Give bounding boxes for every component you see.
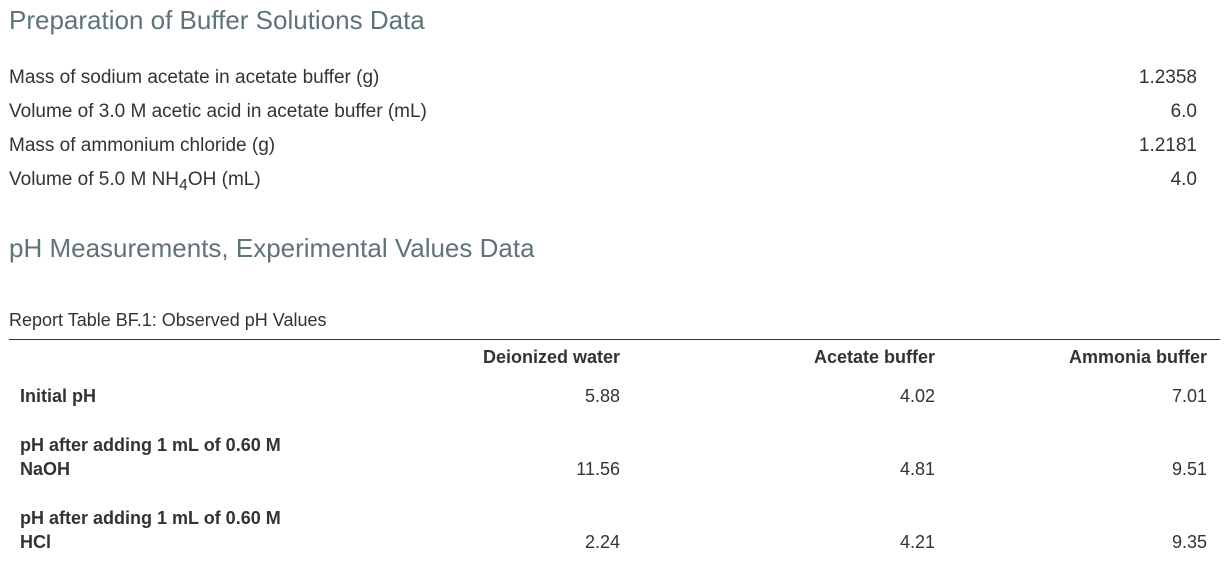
row-label-line: HCl <box>20 532 51 552</box>
cell-value: 9.51 <box>1171 459 1207 479</box>
buffer-prep-data-list: Mass of sodium acetate in acetate buffer… <box>9 67 1197 203</box>
data-row-value: 4.0 <box>1170 169 1197 190</box>
data-row-label: Volume of 5.0 M NH4OH (mL) <box>9 169 261 195</box>
data-row-label: Mass of ammonium chloride (g) <box>9 135 276 156</box>
label-subscript: 4 <box>179 176 188 194</box>
data-row-acetic-acid-volume: Volume of 3.0 M acetic acid in acetate b… <box>9 101 1197 135</box>
data-row-value: 1.2358 <box>1138 67 1197 88</box>
table-caption: Report Table BF.1: Observed pH Values <box>9 310 327 330</box>
cell-value: 4.81 <box>899 459 935 479</box>
cell-value: 7.01 <box>1171 386 1207 406</box>
cell-value: 2.24 <box>584 532 620 552</box>
table-row: Initial pH 5.88 4.02 7.01 <box>9 370 1220 411</box>
data-row-value: 6.0 <box>1170 101 1197 122</box>
column-header-acetate-buffer: Acetate buffer <box>813 347 935 367</box>
row-label-line: pH after adding 1 mL of 0.60 M <box>20 435 281 455</box>
section-title-buffer-prep: Preparation of Buffer Solutions Data <box>9 5 425 35</box>
cell-value: 11.56 <box>576 459 620 479</box>
column-header-empty <box>9 341 302 370</box>
row-label-line: NaOH <box>20 459 71 479</box>
label-suffix: OH (mL) <box>187 169 261 190</box>
row-label-line: Initial pH <box>20 386 96 406</box>
data-row-value: 1.2181 <box>1138 135 1197 156</box>
data-row-ammonium-chloride-mass: Mass of ammonium chloride (g) 1.2181 <box>9 135 1197 169</box>
observed-ph-table: Deionized water Acetate buffer Ammonia b… <box>9 341 1220 557</box>
column-header-ammonia-buffer: Ammonia buffer <box>1068 347 1207 367</box>
section-title-ph-measurements: pH Measurements, Experimental Values Dat… <box>9 233 535 263</box>
cell-value: 9.35 <box>1171 532 1207 552</box>
table-top-rule <box>9 339 1220 340</box>
column-header-deionized-water: Deionized water <box>482 347 620 367</box>
table-row: pH after adding 1 mL of 0.60 M HCl 2.24 4… <box>9 484 1220 557</box>
cell-value: 4.21 <box>899 532 935 552</box>
data-row-nh4oh-volume: Volume of 5.0 M NH4OH (mL) 4.0 <box>9 169 1197 203</box>
label-prefix: Volume of 5.0 M NH <box>9 169 180 190</box>
data-row-label: Volume of 3.0 M acetic acid in acetate b… <box>9 101 427 122</box>
cell-value: 4.02 <box>899 386 935 406</box>
row-label-after-naoh: pH after adding 1 mL of 0.60 M NaOH <box>9 411 302 484</box>
row-label-line: pH after adding 1 mL of 0.60 M <box>20 508 281 528</box>
row-label-after-hcl: pH after adding 1 mL of 0.60 M HCl <box>9 484 302 557</box>
data-row-label: Mass of sodium acetate in acetate buffer… <box>9 67 380 88</box>
data-row-sodium-acetate-mass: Mass of sodium acetate in acetate buffer… <box>9 67 1197 101</box>
table-header-row: Deionized water Acetate buffer Ammonia b… <box>9 341 1220 370</box>
table-row: pH after adding 1 mL of 0.60 M NaOH 11.56… <box>9 411 1220 484</box>
row-label-initial-ph: Initial pH <box>9 370 302 411</box>
cell-value: 5.88 <box>584 386 620 406</box>
